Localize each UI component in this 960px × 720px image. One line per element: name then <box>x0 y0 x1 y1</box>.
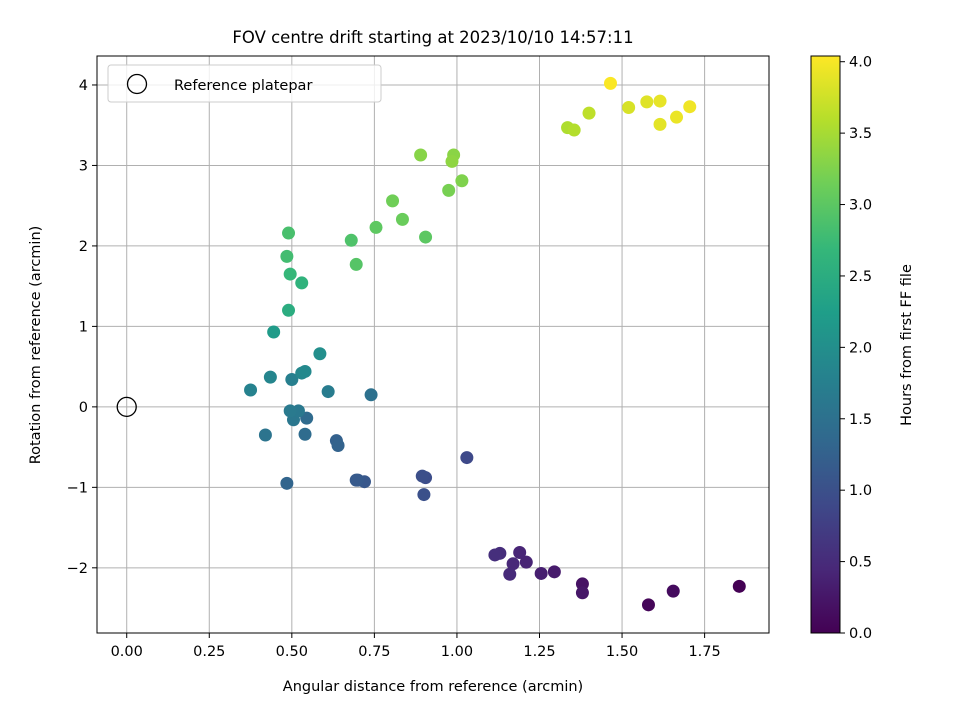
data-point <box>331 438 345 452</box>
reference-marker <box>116 396 137 418</box>
colorbar-tick-label: 2.0 <box>849 340 872 356</box>
data-point <box>298 427 312 441</box>
plot-frame <box>96 55 770 634</box>
data-point <box>582 106 596 120</box>
colorbar-tick-label: 0.0 <box>849 626 872 642</box>
data-point <box>282 303 296 317</box>
data-point <box>267 325 281 339</box>
y-axis-label: Rotation from reference (arcmin) <box>28 226 44 465</box>
data-point <box>513 546 527 560</box>
data-point <box>282 226 296 240</box>
data-point <box>321 385 335 399</box>
legend: Reference platepar <box>107 64 382 103</box>
x-tick-label: 0.00 <box>111 644 143 660</box>
data-point <box>419 230 433 244</box>
colorbar-tick-label: 3.0 <box>849 198 872 214</box>
colorbar-tick-label: 2.5 <box>849 269 872 285</box>
colorbar-tick-label: 1.5 <box>849 412 872 428</box>
data-point <box>298 364 312 378</box>
colorbar-gradient <box>811 56 840 633</box>
grid <box>97 56 769 633</box>
data-point <box>344 233 358 247</box>
colorbar-tick-label: 1.0 <box>849 483 872 499</box>
data-point <box>244 383 258 397</box>
plot-background <box>97 56 769 633</box>
data-point <box>670 110 684 124</box>
colorbar-label: Hours from first FF file <box>899 264 915 426</box>
data-point <box>395 212 409 226</box>
y-tick-label: 1 <box>79 319 88 335</box>
data-point <box>263 370 277 384</box>
data-point <box>417 488 431 502</box>
x-axis-label: Angular distance from reference (arcmin) <box>283 679 583 695</box>
data-point <box>364 388 378 402</box>
data-point <box>415 469 429 483</box>
colorbar-ticks: 0.0 0.5 1.0 1.5 2.0 2.5 3.0 3.5 4.0 <box>840 55 872 642</box>
y-tick-label: 0 <box>79 400 88 416</box>
data-point <box>641 598 655 612</box>
data-point <box>488 548 502 562</box>
x-tick-label: 1.00 <box>441 644 473 660</box>
colorbar-tick-label: 3.5 <box>849 126 872 142</box>
data-point <box>640 95 654 109</box>
data-point <box>295 276 309 290</box>
x-tick-label: 1.25 <box>523 644 555 660</box>
colorbar-frame <box>810 55 841 634</box>
x-tick-label: 0.75 <box>358 644 390 660</box>
data-point <box>603 76 617 90</box>
data-point <box>460 451 474 465</box>
plot-area: 0.00 0.25 0.50 0.75 1.00 1.25 1.50 1.75 −2 −1 0 1 2… <box>67 55 770 660</box>
data-points <box>244 76 746 612</box>
data-point <box>683 100 697 114</box>
data-point <box>547 565 561 579</box>
legend-entry-label: Reference platepar <box>174 78 312 94</box>
data-point <box>349 473 363 487</box>
x-tick-label: 0.25 <box>193 644 225 660</box>
x-tick-label: 0.50 <box>276 644 308 660</box>
y-tick-label: 2 <box>79 239 88 255</box>
data-point <box>280 249 294 263</box>
colorbar: 0.0 0.5 1.0 1.5 2.0 2.5 3.0 3.5 4.0 Hours from f… <box>810 55 915 642</box>
x-tick-label: 1.50 <box>606 644 638 660</box>
data-point <box>575 586 589 600</box>
data-point <box>386 194 400 208</box>
data-point <box>506 557 520 571</box>
data-point <box>369 220 383 234</box>
x-tick-label: 1.75 <box>688 644 720 660</box>
data-point <box>503 567 517 581</box>
reference-platepar-point <box>116 396 137 418</box>
legend-marker-open-circle <box>126 73 148 95</box>
data-point <box>567 123 581 137</box>
legend-box <box>107 64 382 103</box>
colorbar-tick-label: 0.5 <box>849 555 872 571</box>
y-tick-label: −2 <box>67 561 88 577</box>
chart-title: FOV centre drift starting at 2023/10/10 … <box>232 28 633 47</box>
data-point <box>283 404 297 418</box>
data-point <box>283 267 297 281</box>
data-point <box>442 183 456 197</box>
data-point <box>285 373 299 387</box>
x-axis-ticks: 0.00 0.25 0.50 0.75 1.00 1.25 1.50 1.75 <box>111 633 721 660</box>
y-tick-label: 3 <box>79 158 88 174</box>
y-tick-label: 4 <box>79 78 88 94</box>
data-point <box>280 476 294 490</box>
data-point <box>653 94 667 108</box>
data-point <box>414 148 428 162</box>
data-point <box>653 117 667 131</box>
data-point <box>622 101 636 115</box>
y-axis-ticks: −2 −1 0 1 2 3 4 <box>67 78 97 577</box>
data-point <box>519 555 533 569</box>
data-point <box>445 154 459 168</box>
data-point <box>258 428 272 442</box>
y-tick-label: −1 <box>67 480 88 496</box>
data-point <box>732 579 746 593</box>
data-point <box>455 174 469 188</box>
data-point <box>349 257 363 271</box>
data-point <box>313 347 327 361</box>
colorbar-tick-label: 4.0 <box>849 55 872 71</box>
data-point <box>534 566 548 580</box>
data-point <box>666 584 680 598</box>
